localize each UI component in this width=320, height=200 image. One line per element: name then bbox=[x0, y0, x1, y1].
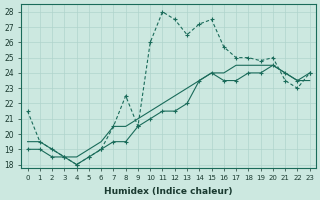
X-axis label: Humidex (Indice chaleur): Humidex (Indice chaleur) bbox=[104, 187, 233, 196]
